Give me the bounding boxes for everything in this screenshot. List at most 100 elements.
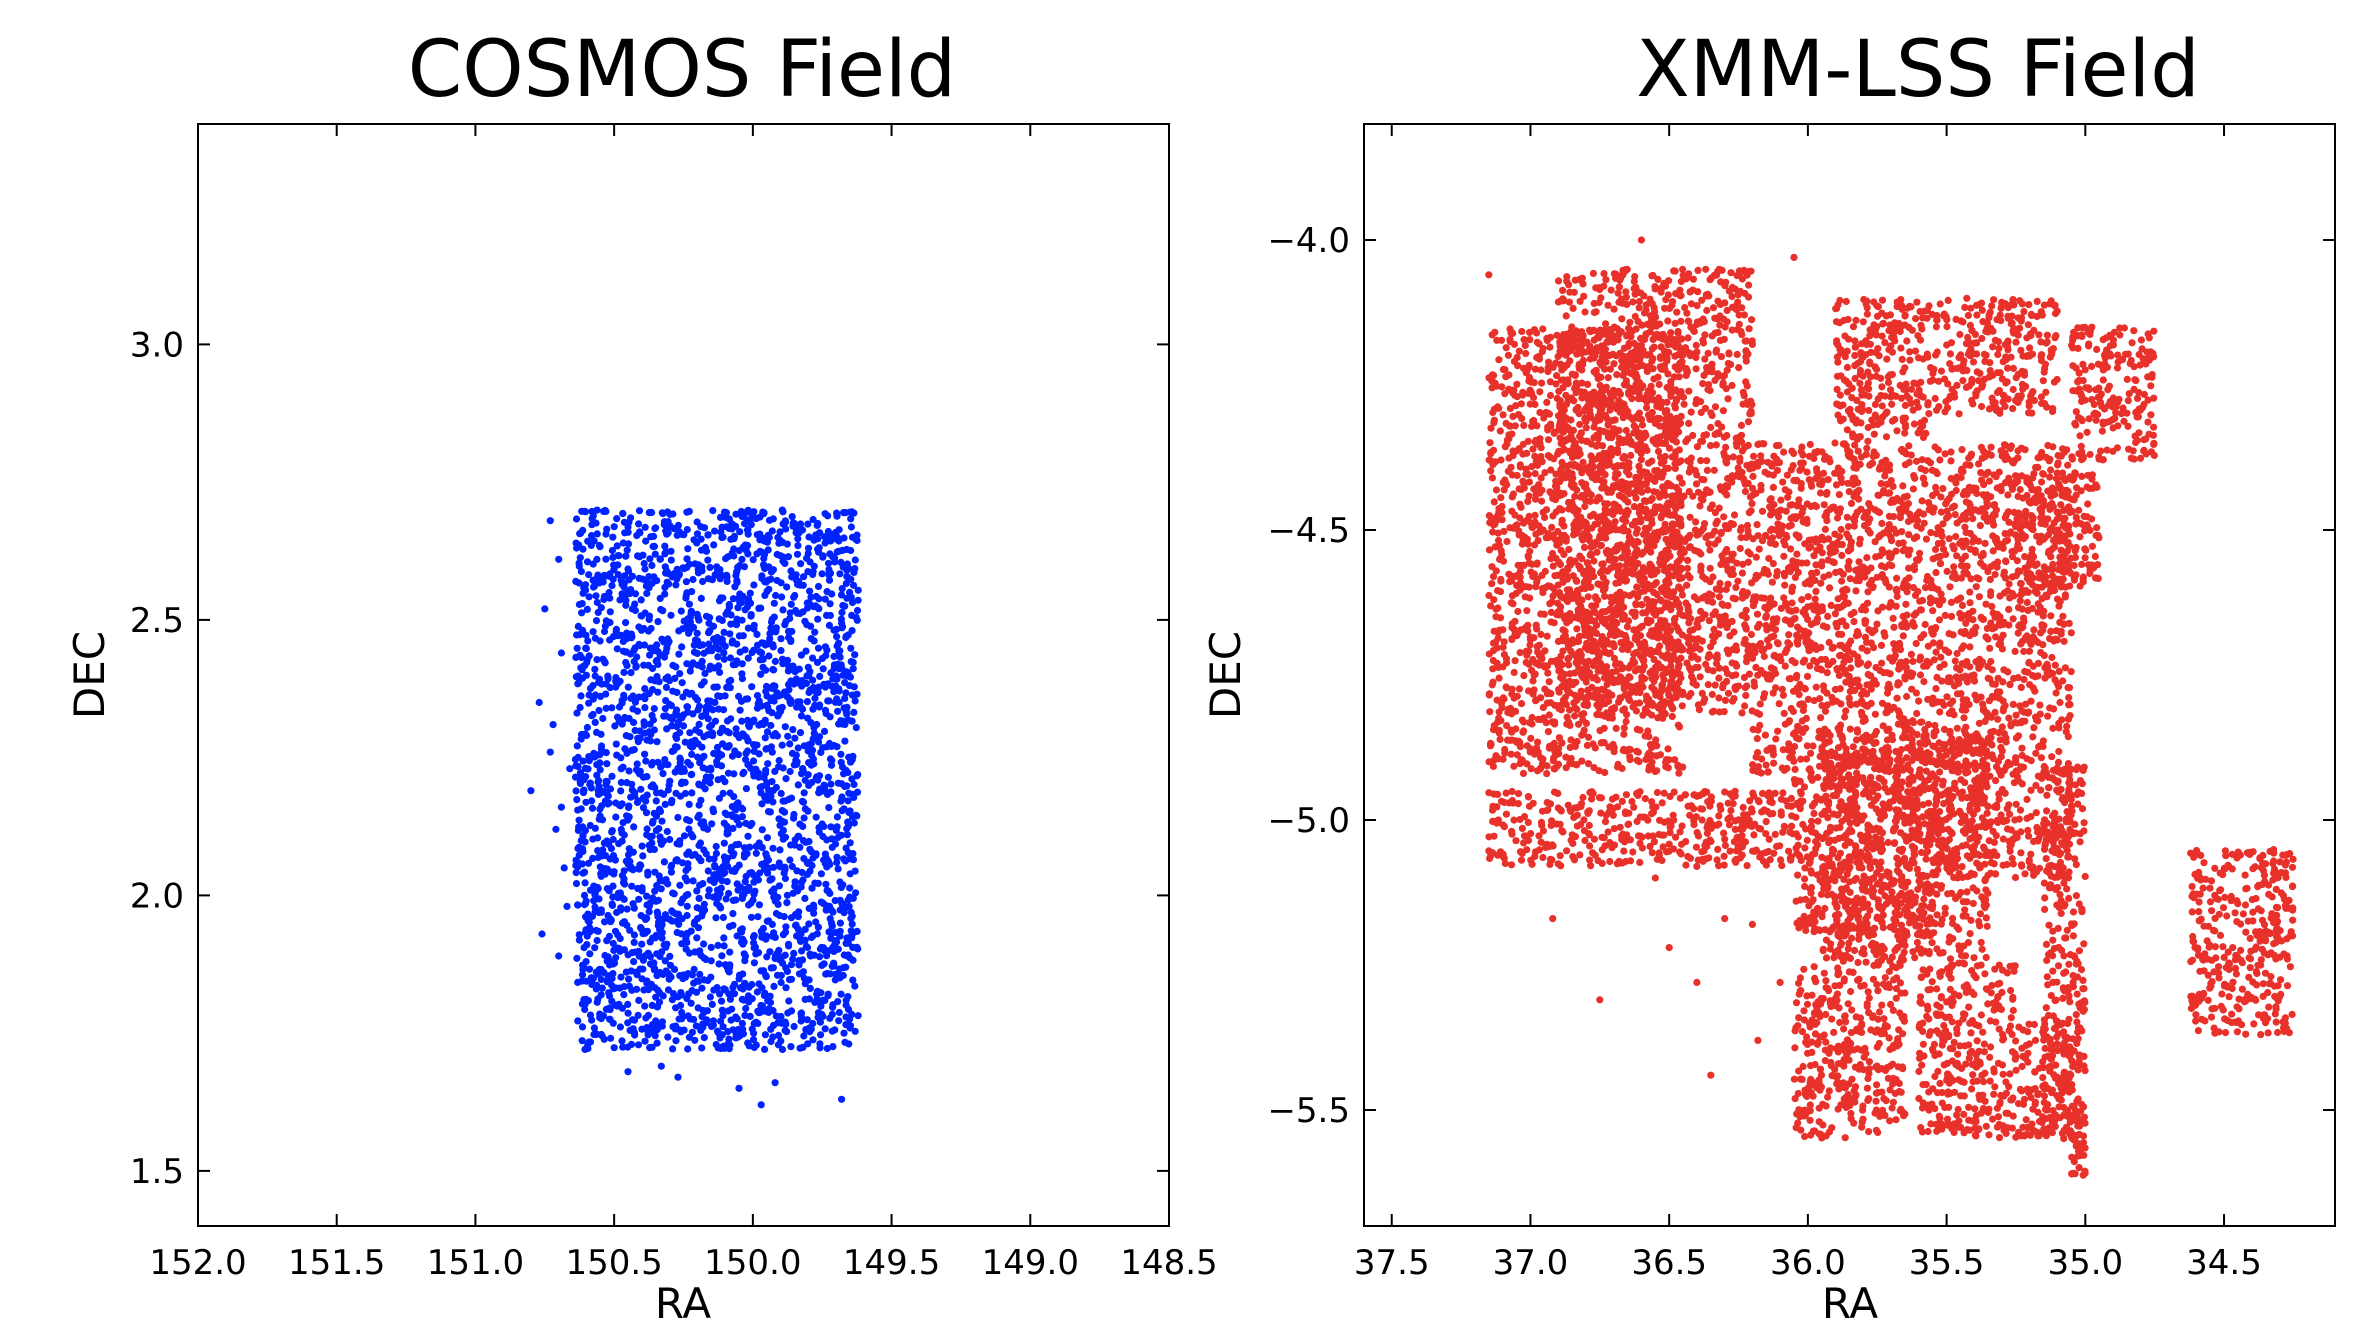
data-point bbox=[1654, 528, 1662, 536]
data-point bbox=[701, 785, 709, 793]
data-point bbox=[685, 600, 694, 608]
data-point bbox=[830, 688, 838, 696]
data-point bbox=[773, 550, 781, 559]
data-point bbox=[692, 726, 700, 734]
data-point bbox=[573, 544, 581, 552]
data-point bbox=[611, 927, 620, 935]
data-point bbox=[834, 865, 842, 873]
data-point bbox=[1581, 502, 1589, 511]
data-point bbox=[774, 712, 782, 720]
data-point bbox=[808, 778, 816, 787]
data-point bbox=[806, 587, 814, 595]
data-point bbox=[585, 593, 593, 601]
data-point bbox=[775, 815, 783, 823]
data-point bbox=[789, 955, 797, 963]
data-point bbox=[760, 554, 768, 563]
data-point bbox=[699, 880, 707, 888]
data-point bbox=[798, 682, 806, 690]
data-point bbox=[1685, 317, 1693, 325]
data-point bbox=[727, 1016, 735, 1024]
data-point bbox=[579, 545, 587, 553]
data-point bbox=[625, 567, 633, 575]
data-point bbox=[758, 984, 766, 992]
data-point bbox=[1620, 724, 1628, 732]
data-point bbox=[779, 557, 787, 565]
data-point bbox=[747, 612, 755, 620]
data-point bbox=[584, 765, 592, 773]
data-point bbox=[842, 844, 850, 852]
data-point bbox=[1710, 466, 1718, 474]
data-point bbox=[638, 1025, 646, 1033]
data-point bbox=[636, 734, 644, 742]
data-point bbox=[676, 840, 684, 848]
data-point bbox=[811, 701, 819, 710]
data-point bbox=[593, 936, 601, 945]
data-point bbox=[1518, 716, 1526, 724]
data-point bbox=[835, 547, 843, 555]
data-point bbox=[728, 990, 736, 998]
data-point bbox=[697, 594, 705, 603]
data-point bbox=[668, 713, 676, 722]
data-point bbox=[748, 980, 756, 989]
data-point bbox=[698, 912, 706, 920]
data-point bbox=[1518, 756, 1526, 764]
data-point bbox=[801, 776, 809, 784]
data-point bbox=[841, 694, 849, 703]
data-point bbox=[749, 933, 758, 941]
data-point bbox=[601, 870, 609, 878]
data-point bbox=[786, 740, 794, 748]
data-point bbox=[849, 752, 857, 761]
data-point bbox=[624, 1009, 632, 1017]
data-point bbox=[842, 579, 850, 588]
data-point bbox=[815, 605, 823, 613]
data-point bbox=[648, 664, 657, 673]
data-point bbox=[782, 984, 790, 992]
data-point bbox=[606, 855, 614, 863]
data-point bbox=[674, 993, 682, 1001]
data-point bbox=[675, 570, 684, 578]
data-point bbox=[808, 751, 816, 760]
data-point bbox=[638, 884, 646, 892]
data-point bbox=[1664, 745, 1672, 753]
data-point bbox=[590, 1030, 598, 1038]
data-point bbox=[704, 867, 712, 875]
data-point bbox=[826, 535, 834, 543]
data-point bbox=[681, 738, 689, 746]
data-point bbox=[576, 769, 585, 777]
data-point bbox=[581, 879, 589, 887]
data-point bbox=[645, 690, 653, 698]
data-point bbox=[1510, 386, 1518, 394]
data-point bbox=[1551, 572, 1559, 580]
data-point bbox=[809, 654, 817, 662]
data-point bbox=[720, 649, 728, 657]
data-point bbox=[817, 1031, 825, 1039]
data-point bbox=[697, 661, 705, 669]
data-point bbox=[765, 652, 773, 660]
data-point bbox=[581, 827, 590, 835]
data-point bbox=[827, 742, 836, 751]
data-point bbox=[1533, 643, 1541, 651]
data-point bbox=[766, 948, 774, 956]
data-point bbox=[762, 745, 770, 753]
data-point bbox=[757, 789, 765, 797]
data-point bbox=[1497, 456, 1505, 464]
data-point bbox=[836, 535, 844, 543]
data-point bbox=[577, 692, 585, 700]
data-point bbox=[826, 889, 834, 898]
data-point bbox=[800, 789, 808, 797]
data-point bbox=[804, 549, 812, 558]
data-point bbox=[616, 1023, 625, 1031]
data-point bbox=[757, 927, 765, 935]
data-point bbox=[705, 730, 714, 739]
data-point bbox=[579, 869, 587, 877]
data-point bbox=[787, 961, 796, 969]
data-point bbox=[1512, 402, 1520, 410]
data-point bbox=[1663, 652, 1671, 660]
data-point bbox=[1684, 334, 1692, 342]
data-point bbox=[814, 582, 823, 591]
data-point bbox=[1487, 740, 1495, 748]
data-point bbox=[734, 751, 743, 759]
data-point bbox=[587, 974, 596, 982]
data-point bbox=[1525, 478, 1533, 486]
data-point bbox=[1625, 388, 1633, 396]
